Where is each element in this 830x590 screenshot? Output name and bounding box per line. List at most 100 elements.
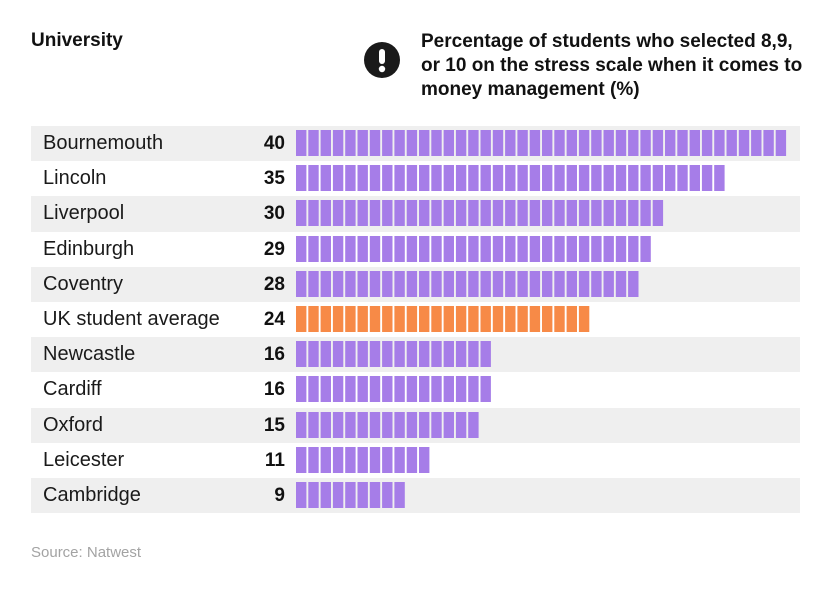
- bar-segment: [505, 235, 516, 262]
- bar-segment: [382, 200, 393, 227]
- bar-segment: [578, 165, 590, 192]
- bar-segment: [566, 165, 577, 192]
- bar: [296, 270, 639, 297]
- bar-segment: [308, 270, 319, 297]
- bar-segment: [419, 411, 430, 438]
- bar-segment: [468, 411, 479, 438]
- bar-segment: [406, 270, 418, 297]
- bar-segment: [640, 165, 651, 192]
- bar-segment: [308, 130, 319, 156]
- bar-segment: [320, 305, 331, 332]
- bar-segment: [332, 130, 344, 156]
- bar-segment: [394, 446, 405, 473]
- bar-segment: [628, 200, 639, 227]
- bar: [296, 481, 405, 508]
- bar-segment: [468, 130, 479, 156]
- bar-segment: [431, 341, 442, 368]
- bar: [296, 165, 725, 192]
- bar: [296, 411, 479, 438]
- bar-segment: [677, 165, 688, 192]
- bar-segment: [751, 130, 762, 156]
- bar-segment: [455, 341, 467, 368]
- category-label: Cardiff: [43, 378, 102, 401]
- bar-segment: [345, 235, 356, 262]
- bar-segment: [689, 165, 700, 192]
- value-label: 9: [274, 484, 285, 506]
- bar-segment: [689, 130, 700, 156]
- bar-segment: [332, 165, 344, 192]
- bar-segment: [492, 305, 504, 332]
- bar-segment: [492, 165, 504, 192]
- bar-segment: [308, 165, 319, 192]
- bar-segment: [320, 235, 331, 262]
- bar-segment: [296, 481, 307, 508]
- bar-segment: [640, 200, 651, 227]
- table-row: Bournemouth 40: [31, 126, 800, 162]
- bar-segment: [480, 165, 491, 192]
- bar-segment: [492, 270, 504, 297]
- bar-segment: [455, 376, 467, 403]
- bar-segment: [443, 165, 454, 192]
- bar-segment: [517, 130, 528, 156]
- bar-segment: [382, 305, 393, 332]
- bar-segment: [296, 446, 307, 473]
- bar-segment: [480, 305, 491, 332]
- bar-segment: [332, 235, 344, 262]
- bar-segment: [640, 235, 651, 262]
- bar-segment: [443, 235, 454, 262]
- bar-segment: [480, 376, 491, 403]
- bar-segment: [443, 200, 454, 227]
- bar-segment: [542, 165, 553, 192]
- bar-segment: [603, 235, 614, 262]
- bar-segment: [714, 165, 725, 192]
- bar-segment: [615, 130, 627, 156]
- bar-segment: [308, 305, 319, 332]
- bar-segment: [615, 165, 627, 192]
- table-row: Lincoln 35: [31, 161, 800, 196]
- bar-segment: [419, 446, 430, 473]
- bar-segment: [455, 235, 467, 262]
- bar-segment: [419, 165, 430, 192]
- bar-segment: [345, 376, 356, 403]
- bar-segment: [357, 376, 368, 403]
- bar-segment: [492, 235, 504, 262]
- category-label: UK student average: [43, 307, 220, 330]
- bar-segment: [357, 270, 368, 297]
- bar-segment: [714, 130, 725, 156]
- bar-segment: [406, 411, 418, 438]
- bar-segment: [554, 130, 565, 156]
- bar-segment: [406, 376, 418, 403]
- bar-segment: [406, 446, 418, 473]
- value-label: 11: [264, 449, 285, 471]
- category-label: Edinburgh: [43, 237, 135, 260]
- bar-segment: [529, 200, 541, 227]
- bar-segment: [455, 305, 467, 332]
- bar-segment: [468, 165, 479, 192]
- bar-segment: [468, 305, 479, 332]
- bar-segment: [357, 305, 368, 332]
- bar-segment: [480, 200, 491, 227]
- value-label: 24: [263, 308, 285, 330]
- bar-segment: [320, 376, 331, 403]
- bar-segment: [320, 341, 331, 368]
- bar-segment: [628, 270, 639, 297]
- bar-segment: [554, 165, 565, 192]
- bar-segment: [369, 411, 381, 438]
- table-row: Coventry 28: [31, 266, 800, 302]
- bar-segment: [431, 270, 442, 297]
- category-label: Oxford: [43, 413, 104, 436]
- bar-segment: [455, 200, 467, 227]
- bar-segment: [394, 341, 405, 368]
- bar-segment: [566, 305, 577, 332]
- bar: [296, 235, 651, 262]
- bar-segment: [468, 376, 479, 403]
- bar-segment: [578, 270, 590, 297]
- bar-segment: [640, 130, 651, 156]
- table-row: Edinburgh 29: [31, 232, 800, 267]
- category-label: Leicester: [43, 448, 125, 471]
- bar-segment: [357, 411, 368, 438]
- bar-segment: [542, 200, 553, 227]
- value-label: 40: [263, 133, 285, 154]
- bar-segment: [468, 200, 479, 227]
- bar-segment: [431, 235, 442, 262]
